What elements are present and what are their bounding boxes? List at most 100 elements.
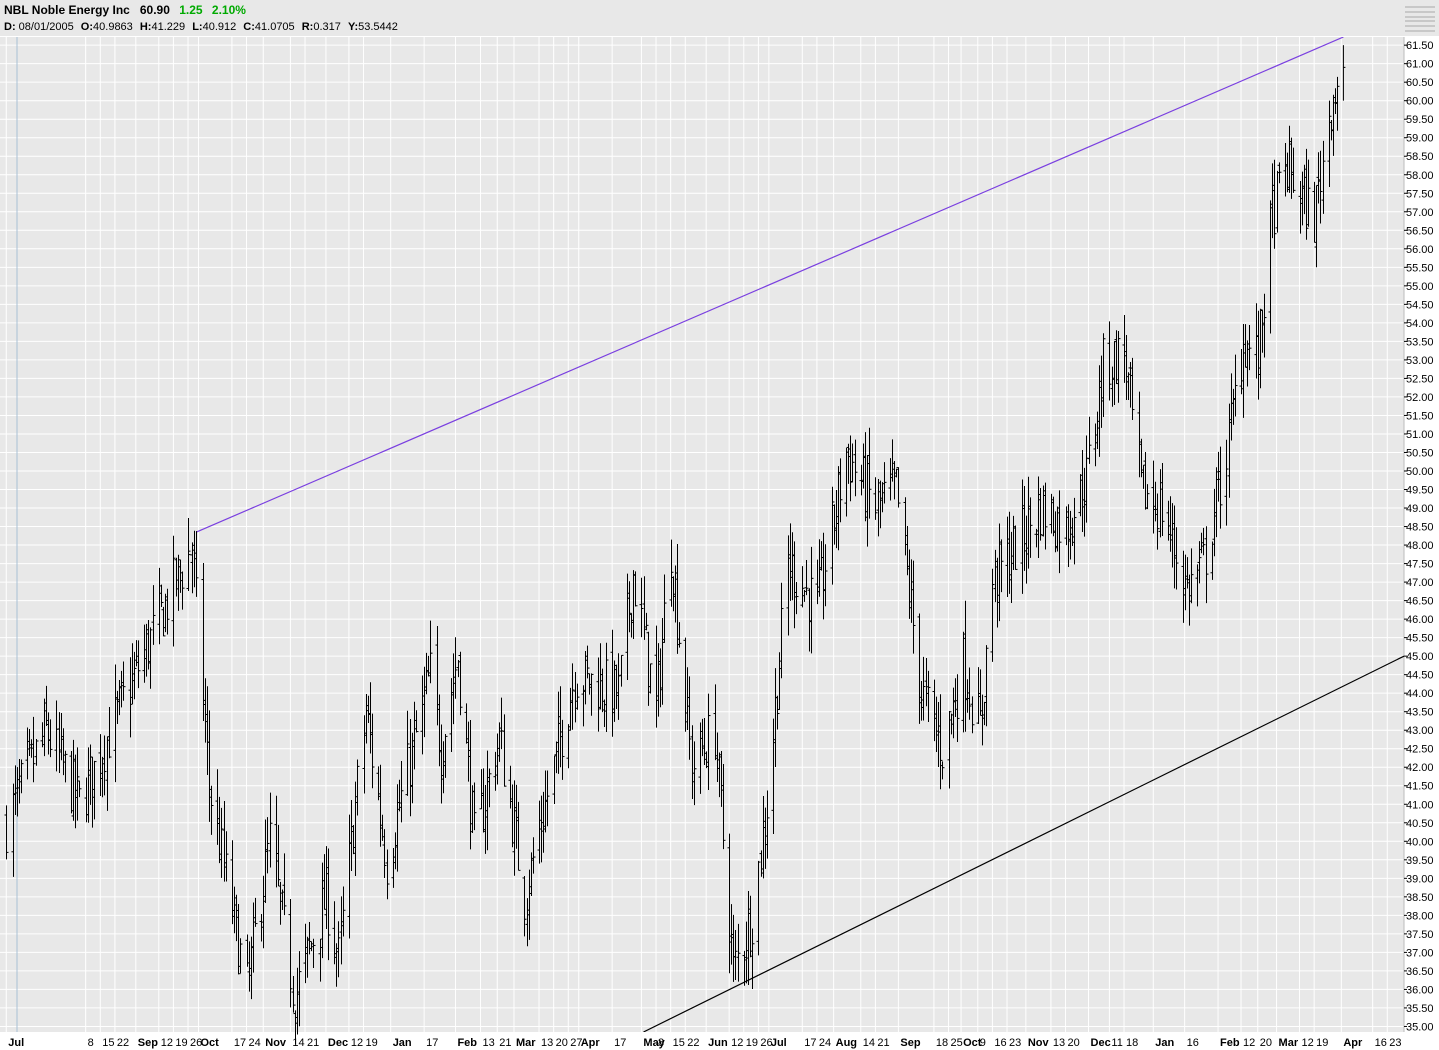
x-tick-label: Sep (138, 1037, 158, 1049)
info-label-low: L: (192, 21, 203, 33)
y-tick-label: 48.00 (1406, 540, 1434, 552)
ohlc-bar (809, 546, 814, 654)
ohlc-bar (458, 651, 463, 716)
trendline (196, 37, 1344, 533)
ohlc-bar (1101, 333, 1106, 417)
ohlc-bar (159, 584, 164, 608)
ohlc-bar (291, 976, 296, 1013)
y-tick-label: 44.50 (1406, 670, 1434, 682)
ohlc-bar (385, 849, 390, 900)
x-tick-label: 27 (570, 1037, 582, 1049)
y-tick-label: 35.50 (1406, 1003, 1434, 1015)
y-tick-label: 39.00 (1406, 873, 1434, 885)
y-tick-label: 58.50 (1406, 151, 1434, 163)
y-tick-label: 55.50 (1406, 262, 1434, 274)
ohlc-bar (1233, 354, 1238, 417)
y-tick-label: 60.00 (1406, 96, 1434, 108)
y-tick-label: 37.50 (1406, 929, 1434, 941)
y-tick-label: 42.00 (1406, 762, 1434, 774)
trendline (643, 655, 1404, 1032)
ohlc-bar (516, 801, 521, 871)
ohlc-bar (545, 770, 550, 827)
ohlc-bar (921, 656, 926, 721)
x-tick-label: 23 (1009, 1037, 1021, 1049)
x-tick-label: Jul (771, 1037, 787, 1049)
ohlc-bar (253, 897, 258, 927)
ohlc-bar (1342, 45, 1346, 101)
y-tick-label: 51.00 (1406, 429, 1434, 441)
ohlc-bar (1160, 462, 1165, 536)
ohlc-bar (999, 539, 1004, 593)
y-tick-label: 42.50 (1406, 744, 1434, 756)
ohlc-bar (1174, 527, 1179, 590)
ohlc-bar (34, 739, 39, 766)
ohlc-bar (804, 559, 809, 596)
x-tick-label: Feb (1220, 1037, 1240, 1049)
ohlc-bar (1107, 321, 1112, 401)
ohlc-bar (1043, 482, 1048, 550)
x-tick-label: Dec (1091, 1037, 1111, 1049)
ohlc-bar (341, 886, 346, 937)
x-tick-label: 12 (731, 1037, 743, 1049)
x-tick-label: Oct (200, 1037, 219, 1049)
y-tick-label: 61.00 (1406, 59, 1434, 71)
x-tick-label: 26 (760, 1037, 772, 1049)
ohlc-bar (1224, 439, 1229, 526)
ohlc-bar (1072, 497, 1077, 565)
y-tick-label: 38.00 (1406, 910, 1434, 922)
ohlc-bar (838, 458, 843, 523)
company-name: Noble Energy Inc (31, 3, 130, 17)
info-value-low: 40.912 (202, 21, 237, 33)
x-tick-label: 19 (175, 1037, 187, 1049)
x-tick-label: 26 (190, 1037, 202, 1049)
y-tick-label: 50.50 (1406, 447, 1434, 459)
x-tick-label: 20 (556, 1037, 568, 1049)
plot-area (0, 37, 1404, 1032)
ohlc-bar (31, 716, 36, 783)
info-value-y: 53.5442 (358, 21, 398, 33)
ohlc-bar (161, 606, 166, 637)
ohlc-bar (297, 951, 302, 1027)
ohlc-bar (487, 768, 492, 808)
ohlc-bar (136, 640, 141, 689)
ohlc-bar (633, 571, 638, 607)
ohlc-bar (706, 693, 711, 791)
x-tick-label: 19 (746, 1037, 758, 1049)
x-tick-label: 22 (687, 1037, 699, 1049)
y-tick-label: 43.00 (1406, 725, 1434, 737)
x-tick-label: 13 (483, 1037, 495, 1049)
ohlc-bar (648, 663, 653, 694)
ohlc-bar (619, 654, 624, 687)
y-tick-label: 56.00 (1406, 244, 1434, 256)
ohlc-bar (194, 531, 199, 597)
x-tick-label: 17 (426, 1037, 438, 1049)
ohlc-bar (1197, 541, 1202, 584)
x-tick-label: Mar (516, 1037, 536, 1049)
ohlc-bar (1306, 159, 1311, 227)
y-tick-label: 52.00 (1406, 392, 1434, 404)
ohlc-bar (1028, 497, 1033, 558)
info-value-date: 08/01/2005 (18, 21, 74, 33)
price-chart[interactable]: 35.00 35.50 36.00 36.50 37.00 37.50 38.00 38.50… (0, 37, 1439, 1050)
info-value-close: 41.0705 (254, 21, 295, 33)
x-tick-label: Oct (963, 1037, 982, 1049)
y-tick-label: 57.50 (1406, 188, 1434, 200)
y-tick-label: 41.00 (1406, 799, 1434, 811)
y-tick-label: 36.00 (1406, 984, 1434, 996)
x-tick-label: 21 (877, 1037, 889, 1049)
ohlc-bar (399, 761, 404, 823)
drag-handle[interactable] (1405, 6, 1435, 32)
ohlc-bar (428, 620, 433, 684)
ohlc-bar (750, 928, 755, 990)
ohlc-bar (1258, 308, 1263, 389)
x-tick-label: Aug (836, 1037, 857, 1049)
ohlc-bar (867, 427, 872, 519)
y-axis: 35.00 35.50 36.00 36.50 37.00 37.50 38.00 38.50… (1404, 40, 1434, 1033)
ohlc-bar (370, 713, 375, 789)
ohlc-bar (355, 759, 360, 816)
price-bars (4, 45, 1346, 1045)
y-tick-label: 49.50 (1406, 485, 1434, 497)
y-tick-label: 45.50 (1406, 633, 1434, 645)
info-label-open: O: (80, 21, 94, 33)
ohlc-bar (4, 805, 9, 860)
